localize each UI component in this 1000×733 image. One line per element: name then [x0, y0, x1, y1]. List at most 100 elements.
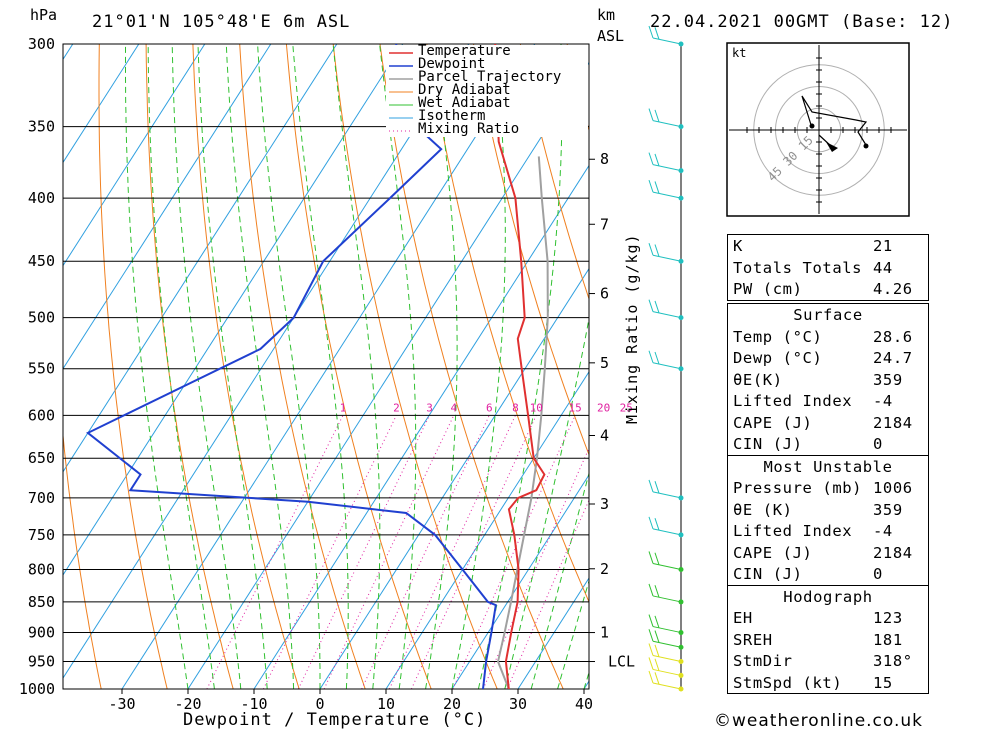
mixing-ratio-line [506, 498, 589, 689]
mixing-ratio-line [262, 415, 397, 689]
surface-title: Surface [793, 306, 863, 324]
wind-barb-feather [648, 551, 654, 564]
wind-barb-feather [654, 585, 660, 598]
isotherm-line [451, 474, 589, 689]
height-tick-label: 3 [600, 495, 609, 513]
mixing-ratio-line [297, 415, 430, 689]
wet-adiabat-line [477, 44, 563, 689]
wind-barb-staff [652, 655, 682, 663]
height-tick-label: 2 [600, 560, 609, 578]
height-tick-label: LCL [608, 653, 635, 671]
isotherm-line [63, 44, 338, 473]
height-unit-asl: ASL [597, 27, 625, 45]
dry-adiabat-line [988, 44, 1000, 689]
height-tick-label: 1 [600, 624, 609, 642]
pressure-tick-label: 850 [28, 593, 55, 611]
dry-adiabat-line [145, 44, 234, 689]
legend-parcel: Parcel Trajectory [418, 69, 562, 85]
dry-adiabat-line [941, 44, 1000, 689]
wind-barb-feather [654, 615, 660, 629]
height-tick-label: 6 [600, 285, 609, 303]
dry-adiabat-line [379, 44, 564, 689]
surface-table: Surface Temp (°C) 28.6 Dewp (°C) 24.7 θE(K… [727, 303, 929, 694]
pressure-tick-label: 400 [28, 189, 55, 207]
temperature-tick-label: -30 [108, 695, 135, 713]
pressure-tick-label: 600 [28, 406, 55, 424]
wind-barb-feather [648, 152, 654, 165]
pressure-tick-label: 550 [28, 360, 55, 378]
most-unstable-title: Most Unstable [763, 457, 893, 476]
wet-adiabat-line [125, 44, 189, 689]
isotherm-line [63, 44, 272, 370]
isotherm-line [385, 370, 589, 689]
storm-motion-shaft [818, 134, 833, 148]
wind-barb-staff [652, 120, 682, 128]
mixing-ratio-label: 8 [512, 401, 519, 414]
wind-barb-feather [648, 583, 654, 597]
pressure-tick-label: 700 [28, 489, 55, 507]
wet-adiabat-line [147, 44, 215, 689]
index-row: PW (cm) 4.26 [733, 280, 913, 298]
temperature-tick-label: 30 [509, 695, 527, 713]
pressure-tick-label: 900 [28, 624, 55, 642]
mixing-ratio-label: 10 [530, 401, 543, 414]
pressure-tick-label: 300 [28, 35, 55, 53]
wind-barb-feather [648, 657, 654, 670]
mixing-ratio-label: 4 [451, 401, 458, 414]
wind-barb-staff [652, 528, 682, 536]
wind-barb-feather [654, 518, 660, 531]
wind-barb-staff [652, 191, 682, 199]
pressure-unit-label: hPa [30, 6, 58, 24]
mixing-ratio-label: 1 [340, 401, 347, 414]
legend: Temperature Dewpoint Parcel Trajectory D… [386, 43, 588, 137]
wet-adiabat-line [425, 44, 458, 689]
hodograph-surface-dot [809, 123, 815, 129]
hodograph-unit-label: kt [732, 46, 746, 60]
footer-copyright[interactable]: ©weatheronline.co.uk [714, 711, 924, 731]
wind-barb-feather [654, 644, 660, 657]
mixing-ratio-label: 15 [569, 401, 582, 414]
wind-barb-staff [652, 362, 682, 370]
wind-barb-staff [652, 491, 682, 499]
pressure-tick-label: 350 [28, 118, 55, 136]
dewpoint-line [86, 44, 497, 689]
wind-barb-staff [652, 311, 682, 319]
isotherm-line [253, 164, 589, 689]
legend-mixing-ratio: Mixing Ratio [418, 121, 520, 137]
pressure-tick-label: 450 [28, 252, 55, 270]
pressure-tick-label: 1000 [19, 680, 55, 698]
mixing-ratio-axis-label: Mixing Ratio (g/kg) [623, 233, 641, 424]
dry-adiabat-line [285, 44, 432, 689]
wind-barb-feather [648, 299, 654, 312]
mixing-ratio-line [452, 415, 576, 689]
wind-barb-staff [652, 682, 682, 690]
dry-adiabat-line [519, 44, 589, 301]
wind-barb-feather [654, 300, 660, 314]
pressure-tick-label: 750 [28, 526, 55, 544]
mixing-ratio-line [323, 415, 455, 689]
pressure-tick-label: 950 [28, 653, 55, 671]
wind-barb-feather [648, 479, 654, 493]
mixing-ratio-label: 3 [426, 401, 433, 414]
isotherm-line [63, 44, 404, 576]
wind-barb-feather [648, 516, 654, 530]
height-tick-label: 5 [600, 354, 609, 372]
wind-barb-feather [654, 351, 660, 365]
isotherm-line [63, 44, 470, 679]
legend-wet-adiabat: Wet Adiabat [418, 95, 511, 111]
height-tick-label: 7 [600, 215, 609, 233]
pressure-tick-label: 800 [28, 560, 55, 578]
wind-barb-feather [654, 658, 660, 671]
indices-table: K 21 Totals Totals 44 PW (cm) 4.26 [727, 234, 929, 301]
isotherm-line [0, 44, 7, 689]
temperature-line [494, 44, 546, 689]
wind-barb-feather [654, 109, 660, 123]
hodograph-title: Hodograph [783, 587, 873, 606]
index-row: Totals Totals 44 [733, 258, 893, 277]
temperature-tick-label: 40 [575, 695, 593, 713]
wind-barb-staff [652, 254, 682, 262]
dry-adiabat-line [63, 430, 102, 689]
wind-barb-feather [654, 630, 660, 643]
wind-barb-feather [648, 629, 654, 642]
legend-temperature: Temperature [418, 43, 511, 59]
